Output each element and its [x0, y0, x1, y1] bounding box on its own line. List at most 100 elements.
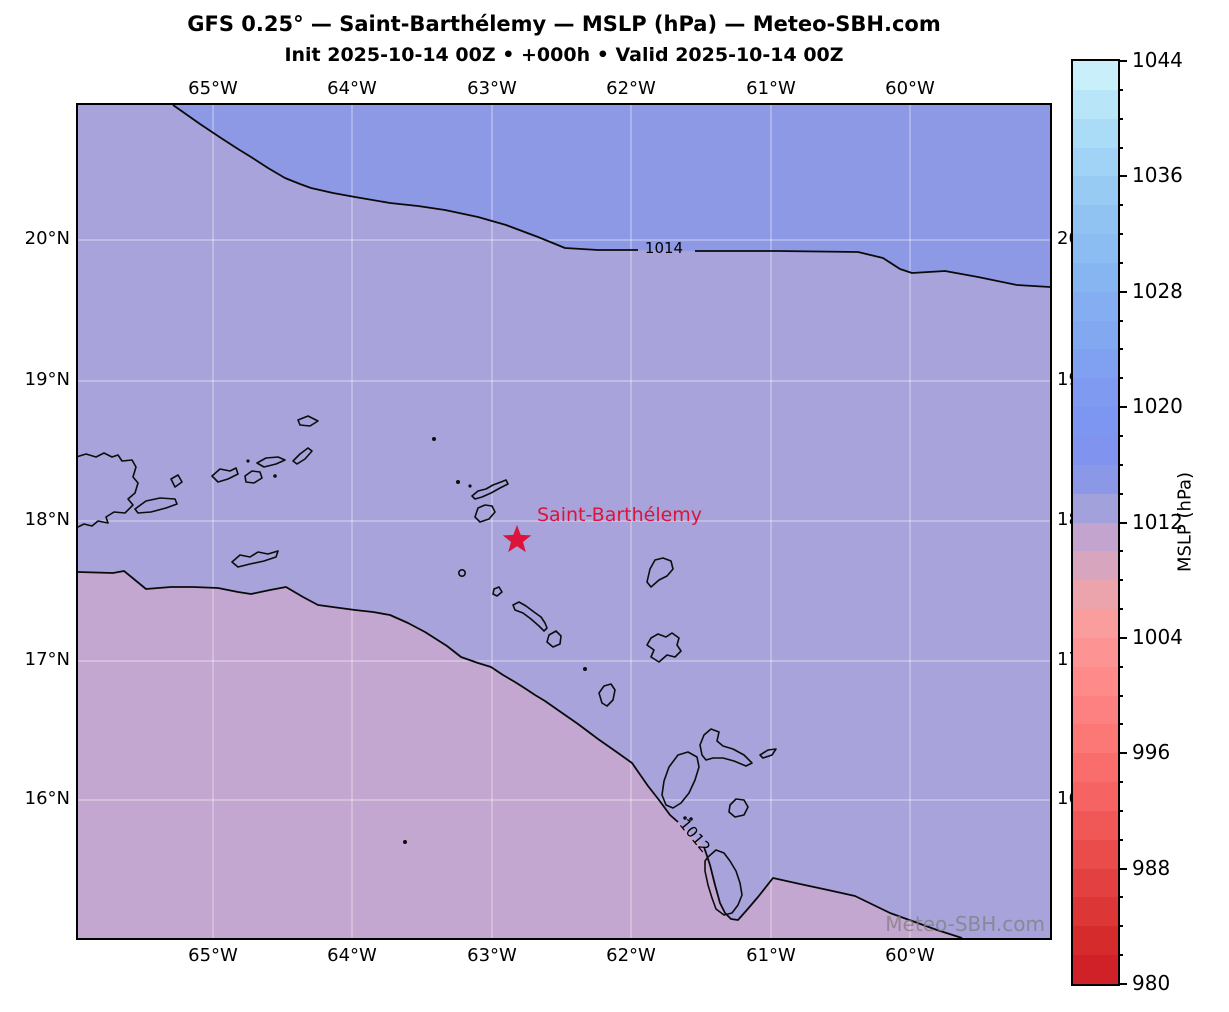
- page-title: GFS 0.25° — Saint-Barthélemy — MSLP (hPa…: [187, 12, 941, 36]
- colorbar-block: [1073, 580, 1118, 610]
- colorbar-block: [1073, 868, 1118, 898]
- colorbar-block: [1073, 320, 1118, 350]
- isobar-label-1014: 1014: [645, 239, 683, 257]
- colorbar-tick: [1118, 492, 1123, 495]
- colorbar-tick: [1118, 579, 1123, 582]
- right-lat-tick-clipped: 16°N: [1057, 788, 1073, 809]
- colorbar-block: [1073, 493, 1118, 523]
- colorbar-block: [1073, 435, 1118, 465]
- colorbar-tick: [1118, 406, 1127, 409]
- colorbar-block: [1073, 147, 1118, 177]
- bottom-lon-tick: 62°W: [606, 945, 656, 966]
- top-lon-tick: 61°W: [746, 78, 796, 99]
- bottom-lon-tick: 60°W: [885, 945, 935, 966]
- colorbar-tick: [1118, 434, 1123, 437]
- map-panel: 1014 1012 Saint-Barthélemy Meteo-SBH.com: [76, 103, 1052, 940]
- isobar-line: [703, 846, 963, 938]
- colorbar-tick: [1118, 752, 1127, 755]
- island-anguilla: [471, 479, 509, 500]
- colorbar-block: [1073, 897, 1118, 927]
- colorbar-tick: [1118, 809, 1123, 812]
- colorbar-tick: [1118, 60, 1127, 62]
- top-lon-tick: 63°W: [467, 78, 517, 99]
- band-above-1014: [173, 105, 1050, 287]
- colorbar-block: [1073, 955, 1118, 984]
- island-st-kitts: [512, 601, 548, 632]
- island-basse-terre: [661, 751, 700, 809]
- islet-dot: [246, 459, 250, 463]
- colorbar-tick: [1118, 983, 1127, 985]
- isobar-line: [78, 570, 679, 823]
- left-lat-tick: 18°N: [24, 509, 70, 530]
- location-star-icon: [502, 525, 532, 553]
- island-desirade: [759, 748, 777, 759]
- islet-dot: [468, 484, 472, 488]
- bottom-lon-tick: 65°W: [188, 945, 238, 966]
- colorbar-tick: [1118, 723, 1123, 726]
- colorbar-block: [1073, 926, 1118, 956]
- island-statia: [492, 586, 503, 597]
- colorbar-tick-label: 1028: [1132, 278, 1183, 303]
- colorbar-block: [1073, 291, 1118, 321]
- colorbar-block: [1073, 637, 1118, 667]
- colorbar-tick: [1118, 175, 1127, 178]
- island-vieques: [134, 497, 178, 514]
- colorbar-tick: [1118, 925, 1123, 928]
- colorbar-block: [1073, 782, 1118, 811]
- island-st-john: [244, 470, 263, 484]
- colorbar-tick-label: 1020: [1132, 394, 1183, 419]
- island-grande-terre: [699, 728, 753, 767]
- page-subtitle: Init 2025-10-14 00Z • +000h • Valid 2025…: [284, 44, 844, 66]
- colorbar: [1071, 59, 1120, 986]
- colorbar-tick: [1118, 204, 1123, 207]
- colorbar-axis-label: MSLP (hPa): [1174, 471, 1196, 573]
- island-montserrat: [598, 683, 616, 707]
- colorbar-block: [1073, 839, 1118, 869]
- islet-dot: [273, 474, 277, 478]
- colorbar-block: [1073, 61, 1118, 90]
- right-lat-tick-clipped: 19°N: [1057, 369, 1073, 390]
- colorbar-tick: [1118, 838, 1123, 841]
- colorbar-tick: [1118, 694, 1123, 697]
- island-virgin-gorda: [292, 447, 313, 465]
- colorbar-block: [1073, 695, 1118, 725]
- island-barbuda: [646, 557, 674, 588]
- top-lon-tick: 60°W: [885, 78, 935, 99]
- right-lat-tick-clipped: 20°N: [1057, 228, 1073, 249]
- colorbar-block: [1073, 810, 1118, 840]
- colorbar-block: [1073, 176, 1118, 206]
- colorbar-tick: [1118, 290, 1127, 293]
- band-below-1012: [78, 571, 962, 938]
- islet-dot: [689, 817, 693, 821]
- colorbar-block: [1073, 753, 1118, 783]
- colorbar-tick-label: 988: [1132, 855, 1171, 880]
- island-st-croix: [231, 550, 279, 568]
- colorbar-tick: [1118, 146, 1123, 149]
- colorbar-tick: [1118, 608, 1123, 611]
- island-nevis: [546, 630, 562, 648]
- colorbar-block: [1073, 349, 1118, 379]
- colorbar-tick-label: 980: [1132, 971, 1171, 995]
- location-label: Saint-Barthélemy: [537, 504, 702, 526]
- islet-dot: [432, 437, 436, 441]
- islet-dot: [683, 816, 687, 820]
- isobar-line: [172, 105, 638, 251]
- colorbar-block: [1073, 464, 1118, 494]
- island-dominica: [704, 849, 743, 916]
- colorbar-block: [1073, 666, 1118, 696]
- colorbar-tick: [1118, 261, 1123, 264]
- left-lat-tick: 16°N: [24, 788, 70, 809]
- colorbar-tick-label: 1004: [1132, 624, 1183, 649]
- colorbar-block: [1073, 551, 1118, 581]
- island-marie-galante: [728, 798, 749, 818]
- colorbar-block: [1073, 609, 1118, 638]
- top-lon-tick: 65°W: [188, 78, 238, 99]
- left-lat-tick: 20°N: [24, 228, 70, 249]
- colorbar-tick: [1118, 319, 1123, 322]
- right-lat-tick-clipped: 18°N: [1057, 509, 1073, 530]
- islet-ring: [457, 568, 466, 577]
- islet-dot: [403, 840, 407, 844]
- colorbar-block: [1073, 89, 1118, 119]
- colorbar-tick: [1118, 117, 1123, 120]
